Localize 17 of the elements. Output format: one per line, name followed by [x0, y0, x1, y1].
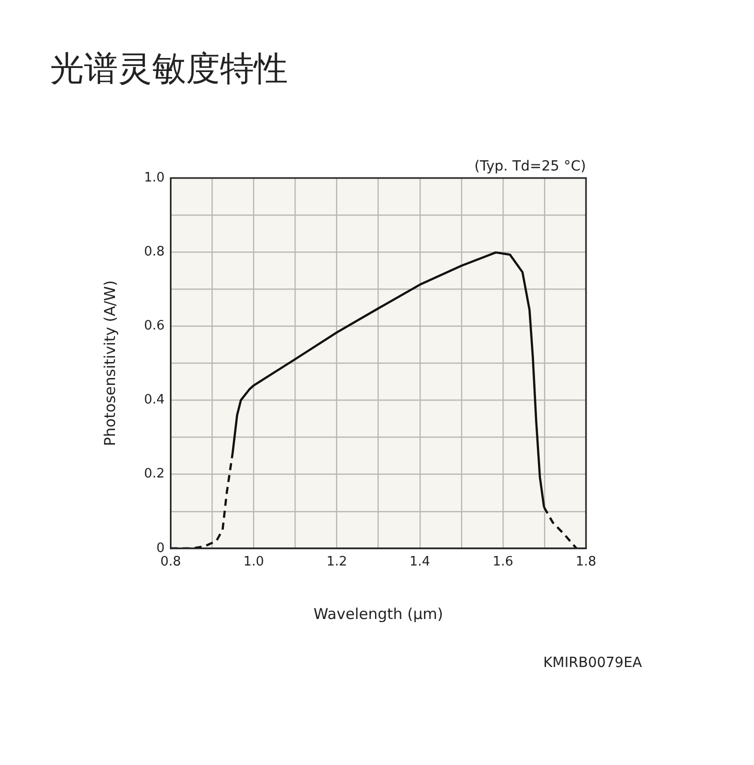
- y-tick-label: 0.6: [144, 318, 165, 334]
- y-tick-label: 0.2: [144, 466, 165, 482]
- x-tick-label: 1.6: [492, 554, 514, 570]
- x-tick-label: 1.0: [243, 554, 264, 570]
- text: KMIRB0079EA: [543, 655, 642, 672]
- y-axis-title: Photosensitivity (A/W): [100, 280, 119, 446]
- x-tick-label: 0.8: [160, 554, 182, 570]
- y-tick-label: 1.0: [144, 170, 165, 186]
- x-tick-label: 1.4: [410, 554, 430, 570]
- x-axis-title: Wavelength (µm): [314, 604, 444, 623]
- chart-title: 光谱灵敏度特性: [49, 48, 289, 91]
- y-tick-label: 0.8: [144, 244, 165, 260]
- x-tick-label: 1.2: [326, 554, 348, 570]
- text: (Typ. Td=25 °C): [474, 158, 586, 175]
- x-tick-label: 1.8: [576, 554, 596, 570]
- y-tick-label: 0: [156, 540, 165, 556]
- y-tick-label: 0.4: [144, 392, 165, 408]
